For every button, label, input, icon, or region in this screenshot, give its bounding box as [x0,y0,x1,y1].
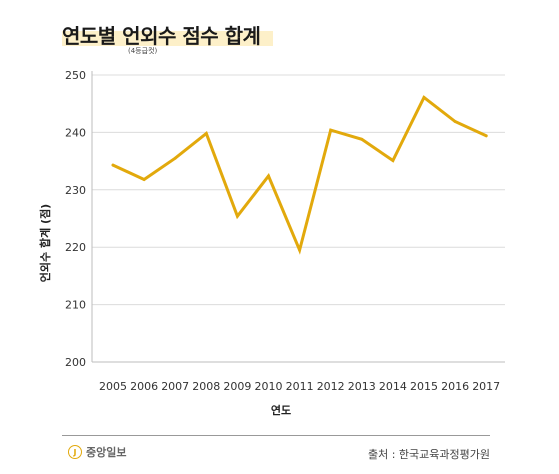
x-tick-label: 2006 [130,380,158,393]
data-point [173,156,177,160]
chart-subtitle: (4등급컷) [128,47,158,55]
data-point [236,214,239,218]
x-tick-label: 2014 [379,380,407,393]
chart-title: 연도별 언외수 점수 합계 [62,24,261,48]
data-point [142,178,146,181]
x-tick-label: 2008 [192,380,220,393]
title-block: 연도별 언외수 점수 합계 [62,20,273,49]
x-tick-label: 2016 [441,380,469,393]
x-tick-label: 2010 [255,380,283,393]
x-tick-label: 2017 [472,380,500,393]
publisher-logo: J 중앙일보 [68,444,126,460]
series-line [111,95,488,255]
footer-divider [62,435,490,436]
x-axis-label: 연도 [270,404,292,417]
series-layer [111,95,488,255]
title-highlight [62,31,273,46]
y-tick-labels: 200 210 220 230 240 250 [65,69,86,369]
y-tick-label: 200 [65,356,86,369]
data-point [329,128,333,132]
data-point [298,248,301,252]
y-axis-label: 언외수 합계 (점) [39,203,52,283]
data-point [267,174,270,178]
x-tick-label: 2007 [161,380,189,393]
y-tick-label: 220 [65,241,86,254]
x-tick-label: 2011 [286,380,314,393]
y-tick-label: 210 [65,299,86,312]
source-note: 출처 : 한국교육과정평가원 [367,448,490,461]
x-tick-label: 2012 [317,380,345,393]
y-tick-label: 230 [65,184,86,197]
x-tick-labels: 2005 2006 2007 2008 2009 2010 2011 2012 2013 2014… [99,380,500,393]
x-tick-label: 2015 [410,380,438,393]
data-point [391,159,395,162]
y-tick-label: 250 [65,69,86,82]
logo-text: 중앙일보 [86,446,127,459]
data-point [111,163,115,167]
x-tick-label: 2013 [348,380,376,393]
x-tick-label: 2005 [99,380,127,393]
data-point [484,134,488,138]
grid-layer [91,71,505,363]
data-point [453,120,457,123]
data-point [204,132,208,135]
data-point [360,137,364,141]
logo-mark-icon: J [68,445,82,459]
x-tick-label: 2009 [223,380,251,393]
y-tick-label: 240 [65,126,86,139]
data-point [422,95,426,99]
